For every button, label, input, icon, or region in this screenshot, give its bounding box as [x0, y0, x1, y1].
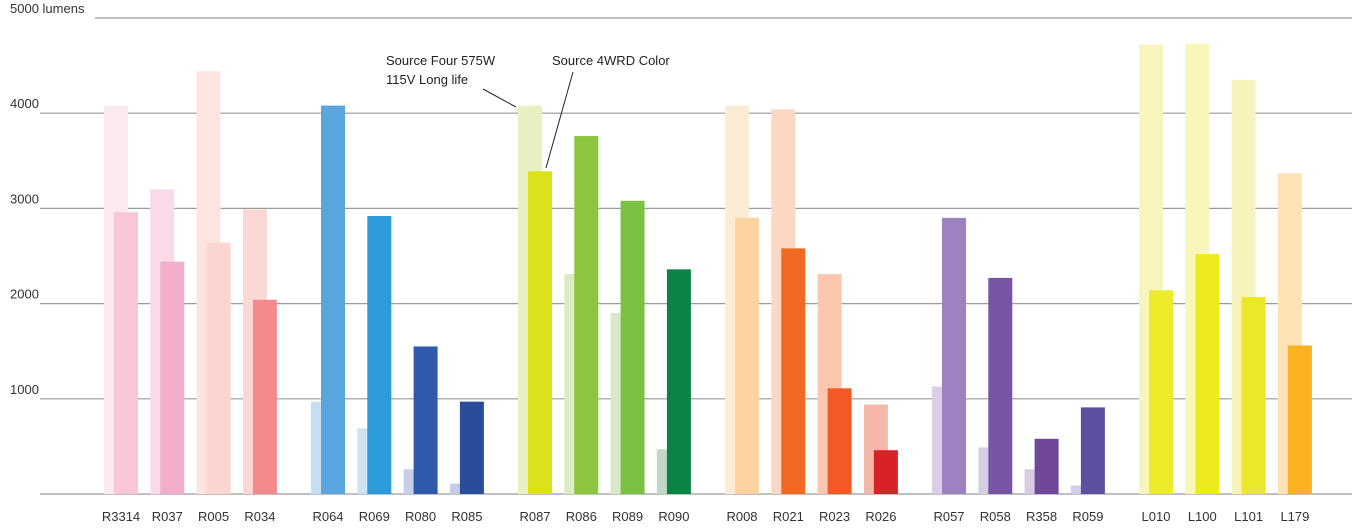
category-label: R005	[198, 509, 229, 524]
annotation-source-four-line2: 115V Long life	[386, 72, 468, 87]
bar-dark	[160, 261, 185, 494]
category-label: R3314	[102, 509, 140, 524]
y-tick-labels: 1000 2000 3000 4000 5000 lumens	[10, 1, 85, 397]
category-label: R358	[1026, 509, 1057, 524]
category-label: R080	[405, 509, 436, 524]
y-tick-label: 2000	[10, 287, 39, 302]
bar-dark	[321, 105, 345, 495]
bar-dark	[873, 450, 898, 494]
bar-dark	[252, 299, 277, 494]
y-tick-label: 5000 lumens	[10, 1, 85, 16]
bar-dark	[206, 242, 231, 494]
category-label: R086	[566, 509, 597, 524]
bar-dark	[1080, 407, 1105, 494]
category-label: R008	[726, 509, 757, 524]
bar-dark	[1195, 254, 1220, 494]
category-label: R021	[773, 509, 804, 524]
bar-dark	[620, 200, 645, 494]
annotation-leader-source-4wrd	[545, 71, 574, 169]
bar-dark	[367, 216, 392, 495]
bar-dark	[413, 346, 438, 494]
category-labels: R3314 R037 R005 R034 R064 R069 R080 R085 R087 R08…	[102, 509, 1310, 524]
y-tick-label: 3000	[10, 191, 39, 206]
category-label: R085	[451, 509, 482, 524]
bar-dark	[1287, 345, 1312, 494]
category-label: R090	[658, 509, 689, 524]
bar-dark	[942, 217, 966, 495]
category-label: R069	[359, 509, 390, 524]
bar-dark	[1241, 296, 1266, 494]
category-label: R057	[933, 509, 964, 524]
category-label: R037	[152, 509, 183, 524]
bar-dark	[666, 269, 691, 494]
bar-dark	[827, 388, 852, 494]
bar-dark	[781, 248, 806, 494]
category-label: R064	[312, 509, 343, 524]
annotations: Source Four 575W 115V Long life Source 4…	[386, 53, 670, 169]
bar-dark	[1034, 438, 1059, 494]
bar-dark	[735, 217, 759, 495]
bar-dark	[574, 136, 599, 494]
annotation-source-four-line1: Source Four 575W	[386, 53, 496, 68]
category-label: R058	[980, 509, 1011, 524]
annotation-leader-source-four	[482, 88, 517, 108]
y-tick-label: 4000	[10, 96, 39, 111]
bar-dark	[114, 212, 138, 494]
category-label: L010	[1142, 509, 1171, 524]
category-label: L101	[1234, 509, 1263, 524]
category-label: L100	[1188, 509, 1217, 524]
category-label: R087	[519, 509, 550, 524]
bar-dark	[1149, 290, 1173, 494]
y-tick-label: 1000	[10, 382, 39, 397]
category-label: R059	[1072, 509, 1103, 524]
category-label: R026	[865, 509, 896, 524]
category-label: R034	[244, 509, 275, 524]
annotation-source-4wrd: Source 4WRD Color	[552, 53, 670, 68]
bar-dark	[988, 277, 1013, 494]
category-label: R089	[612, 509, 643, 524]
bar-dark	[528, 171, 552, 494]
bar-dark	[459, 401, 484, 494]
category-label: L179	[1280, 509, 1309, 524]
bars	[104, 43, 1312, 495]
category-label: R023	[819, 509, 850, 524]
